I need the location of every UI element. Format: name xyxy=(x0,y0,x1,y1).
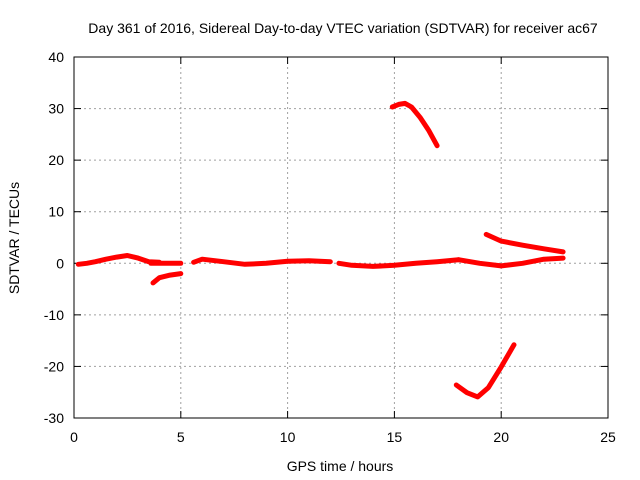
plot-frame xyxy=(73,56,609,419)
y-tick-label: 10 xyxy=(48,204,64,220)
x-tick-label: 25 xyxy=(600,429,616,445)
y-tick-label: -30 xyxy=(44,410,64,426)
series-line-seg-7 xyxy=(483,231,566,255)
x-axis-label: GPS time / hours xyxy=(287,458,394,474)
x-tick-label: 15 xyxy=(387,429,403,445)
series-line-seg-6 xyxy=(456,255,566,269)
series-line-seg-5 xyxy=(336,257,461,269)
grid xyxy=(74,57,608,418)
series-group xyxy=(75,100,566,400)
chart-title: Day 361 of 2016, Sidereal Day-to-day VTE… xyxy=(88,20,598,36)
y-axis-label: SDTVAR / TECUs xyxy=(6,182,22,294)
x-tick-label: 5 xyxy=(177,429,185,445)
x-tick-label: 10 xyxy=(280,429,296,445)
y-tick-label: 30 xyxy=(48,101,64,117)
y-tick-label: 20 xyxy=(48,152,64,168)
y-tick-label: 40 xyxy=(48,49,64,65)
y-tick-label: 0 xyxy=(56,255,64,271)
series-line-seg-8 xyxy=(389,100,440,149)
series-line-seg-1 xyxy=(75,253,162,267)
series-line-seg-4 xyxy=(191,256,333,267)
series-line-seg-9 xyxy=(453,342,517,400)
series-line-seg-2 xyxy=(150,271,184,286)
x-tick-label: 20 xyxy=(493,429,509,445)
y-tick-label: -20 xyxy=(44,358,64,374)
x-tick-label: 0 xyxy=(70,429,78,445)
axis-ticks xyxy=(73,56,609,419)
y-tick-label: -10 xyxy=(44,307,64,323)
